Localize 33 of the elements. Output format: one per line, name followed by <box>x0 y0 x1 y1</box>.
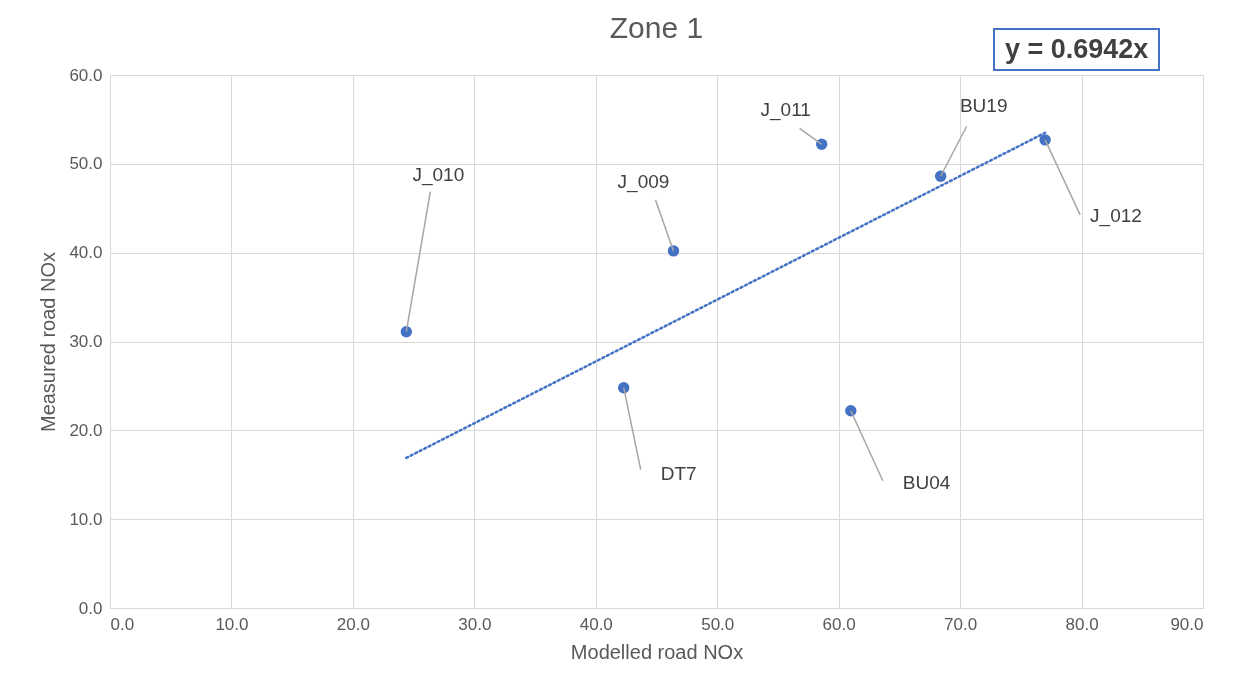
text: y = 0.6942x <box>993 28 1161 71</box>
x-axis-title: Modelled road NOx <box>570 640 744 663</box>
x-tick-label: 40.0 <box>579 614 613 634</box>
annotation: J_011 <box>760 99 811 122</box>
x-tick-label: 50.0 <box>701 614 735 634</box>
x-tick-label: 90.0 <box>1170 614 1204 634</box>
point <box>667 245 680 257</box>
annotation: BU19 <box>959 95 1008 117</box>
y-tick-label: 20.0 <box>69 420 103 440</box>
annotation: J_010 <box>412 163 465 186</box>
x-tick-label: 30.0 <box>458 614 492 634</box>
y-tick-label: 0.0 <box>78 598 103 618</box>
point <box>934 170 947 182</box>
chart-title: Zone 1 <box>609 11 704 44</box>
x-tick-label: 70.0 <box>944 614 978 634</box>
annotation: DT7 <box>660 462 697 484</box>
x-tick-label: 10.0 <box>215 614 249 634</box>
y-tick-label: 60.0 <box>69 65 103 85</box>
x-tick-label: 20.0 <box>336 614 370 634</box>
x-tick-label: 60.0 <box>822 614 856 634</box>
y-tick-label: 50.0 <box>69 154 103 174</box>
x-tick-label: 0.0 <box>110 614 135 634</box>
y-tick-label: 40.0 <box>69 243 103 263</box>
y-tick-label: 10.0 <box>69 509 103 529</box>
y-axis-title: Measured road NOx <box>37 251 60 433</box>
point <box>815 138 828 150</box>
annotation: J_012 <box>1090 204 1142 227</box>
point <box>400 326 413 338</box>
point <box>618 382 630 394</box>
annotation: J_009 <box>617 170 670 193</box>
x-tick-label: 80.0 <box>1065 614 1099 634</box>
annotation: BU04 <box>902 471 951 493</box>
y-tick-label: 30.0 <box>69 332 103 351</box>
